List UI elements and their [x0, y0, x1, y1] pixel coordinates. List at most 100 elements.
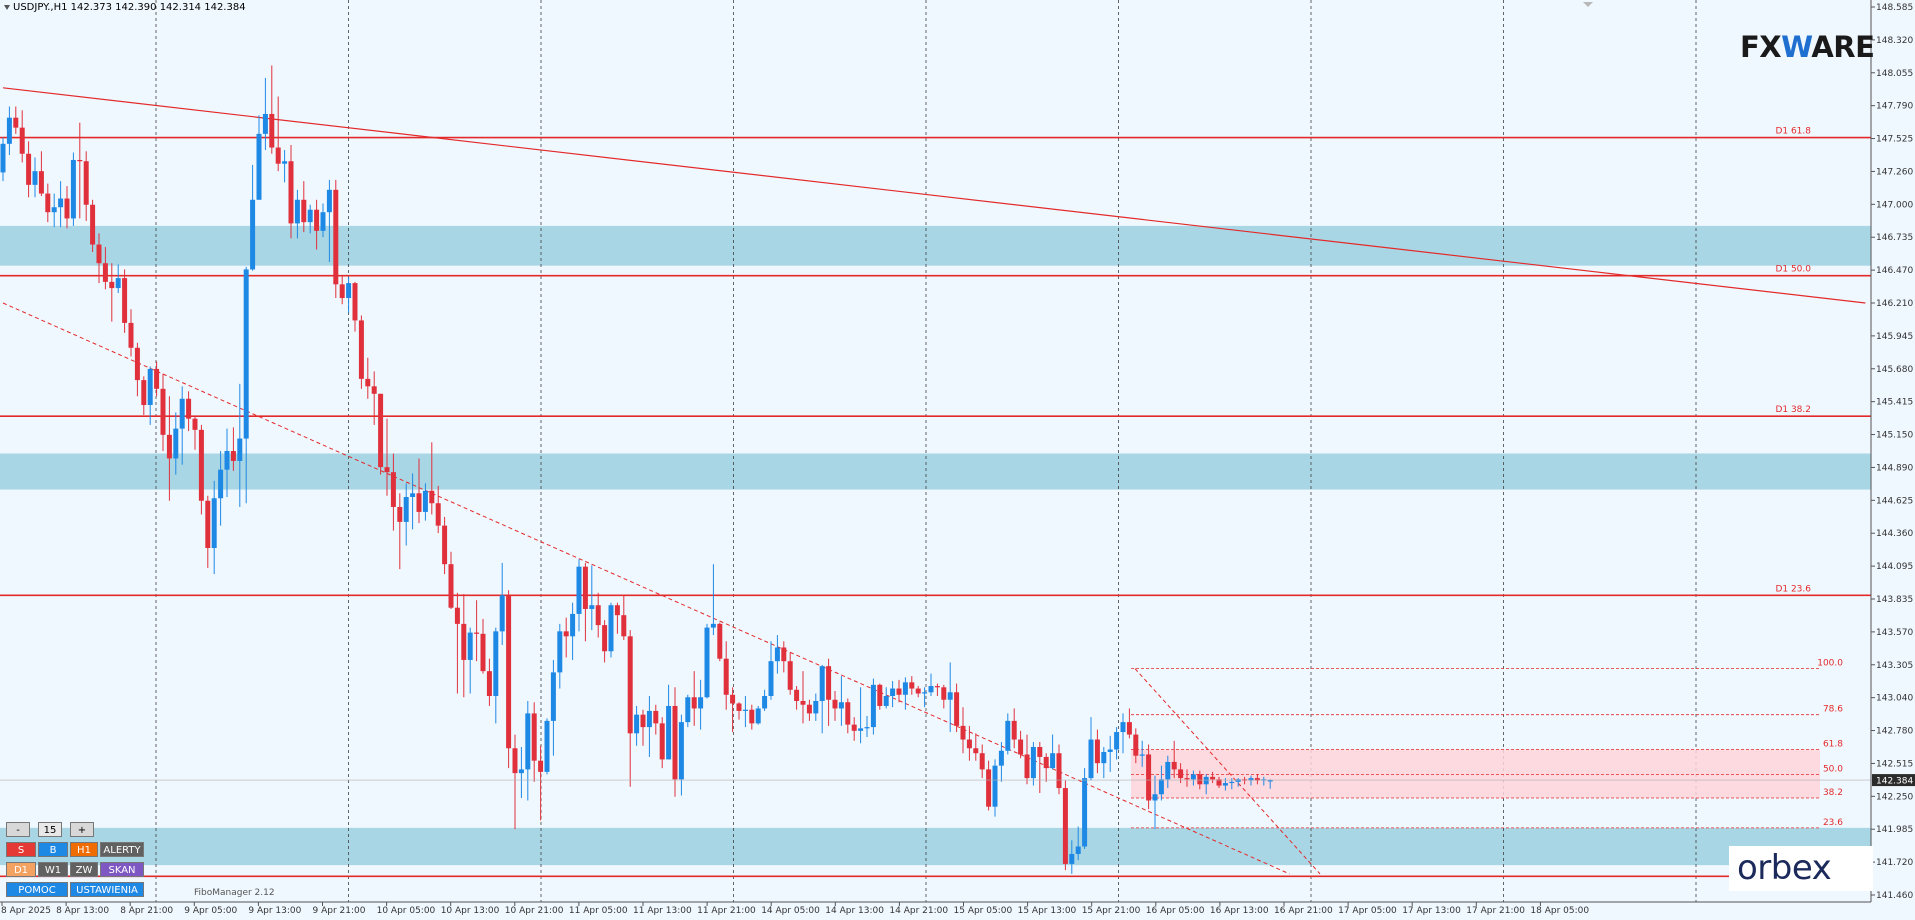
price-tick-label: 141.985: [1876, 825, 1913, 835]
candle-body: [429, 490, 435, 504]
trendline: [2, 87, 1866, 304]
candle-body: [128, 322, 134, 348]
candle-body: [269, 113, 275, 148]
candle-body: [122, 278, 128, 323]
candle-body: [512, 748, 518, 774]
time-tick-label: 10 Apr 05:00: [377, 906, 436, 916]
price-tick-label: 147.000: [1876, 200, 1913, 210]
candle-body: [678, 722, 684, 780]
scan-button[interactable]: SKAN: [100, 862, 144, 877]
candle-body: [1030, 747, 1036, 779]
candle-body: [851, 724, 857, 731]
time-tick-label: 16 Apr 13:00: [1210, 906, 1269, 916]
candle-body: [211, 498, 217, 549]
time-tick-label: 9 Apr 21:00: [313, 906, 366, 916]
candle-body: [493, 631, 499, 697]
dropdown-triangle-icon[interactable]: [4, 4, 10, 10]
candle-body: [518, 769, 524, 774]
candle-body: [1114, 732, 1120, 750]
trendline: [2, 302, 1290, 875]
d1-button[interactable]: D1: [6, 862, 36, 877]
scroll-marker-icon: [1583, 2, 1593, 7]
time-tick-label: 9 Apr 13:00: [248, 906, 301, 916]
time-tick-label: 17 Apr 05:00: [1338, 906, 1397, 916]
candle-body: [166, 434, 172, 459]
help-button[interactable]: POMOC: [6, 882, 68, 897]
candle-body: [576, 566, 582, 614]
candle-body: [1011, 720, 1017, 740]
candle-body: [365, 378, 371, 387]
decrease-button[interactable]: -: [6, 822, 30, 837]
candle-body: [6, 117, 12, 144]
candles: [0, 65, 1273, 874]
candle-body: [339, 284, 345, 299]
candle-body: [1069, 853, 1075, 864]
current-price-label: 142.384: [1876, 777, 1913, 787]
candle-body: [1024, 754, 1030, 779]
candle-body: [77, 159, 83, 162]
candle-body: [614, 605, 620, 616]
time-tick-label: 15 Apr 21:00: [1082, 906, 1141, 916]
candle-body: [141, 380, 147, 405]
candle-body: [1005, 720, 1011, 751]
candle-body: [1267, 780, 1273, 782]
candle-body: [710, 623, 716, 628]
candle-body: [1152, 794, 1158, 801]
candle-body: [461, 623, 467, 660]
buy-button[interactable]: B: [38, 842, 68, 857]
candle-body: [314, 209, 320, 231]
candle-body: [454, 607, 460, 624]
candle-body: [838, 702, 844, 709]
candle-body: [70, 159, 76, 219]
candle-body: [538, 760, 544, 772]
trendlines: [2, 87, 1866, 875]
price-tick-label: 147.260: [1876, 167, 1913, 177]
price-tick-label: 141.720: [1876, 858, 1913, 868]
candle-body: [256, 133, 262, 200]
settings-button[interactable]: USTAWIENIA: [70, 882, 144, 897]
h1-button[interactable]: H1: [70, 842, 98, 857]
fib-retracement: 100.0 78.6 61.8 50.0 38.2 23.6: [1131, 659, 1843, 829]
increase-button[interactable]: +: [70, 822, 94, 837]
candle-body: [83, 161, 89, 205]
alerts-button[interactable]: ALERTY: [100, 842, 144, 857]
candle-body: [877, 684, 883, 706]
w1-button[interactable]: W1: [38, 862, 68, 877]
candle-body: [160, 388, 166, 435]
zw-button[interactable]: ZW: [70, 862, 98, 877]
candle-body: [595, 605, 601, 626]
candle-body: [646, 710, 652, 728]
candle-body: [941, 687, 947, 700]
d1-level-label: D1 50.0: [1775, 265, 1811, 275]
orbex-logo: orbex: [1729, 846, 1873, 891]
candle-body: [1139, 754, 1145, 756]
price-tick-label: 145.680: [1876, 365, 1913, 375]
period-value[interactable]: 15: [38, 822, 62, 837]
time-tick-label: 8 Apr 21:00: [120, 906, 173, 916]
price-tick-label: 143.305: [1876, 661, 1913, 671]
candle-body: [768, 661, 774, 697]
candle-body: [358, 320, 364, 379]
candle-body: [416, 493, 422, 512]
candle-body: [954, 692, 960, 726]
candle-body: [179, 398, 185, 429]
candle-body: [90, 204, 96, 245]
candle-body: [922, 692, 928, 694]
candle-body: [230, 451, 236, 461]
sell-button[interactable]: S: [6, 842, 36, 857]
candle-body: [467, 632, 473, 660]
fib-label: 78.6: [1823, 705, 1843, 715]
candle-body: [1094, 739, 1100, 764]
candle-body: [845, 702, 851, 725]
time-tick-label: 15 Apr 05:00: [954, 906, 1013, 916]
candle-body: [1082, 778, 1088, 847]
time-axis: 8 Apr 2025 8 Apr 13:00 8 Apr 21:00 9 Apr 05…: [0, 901, 1871, 916]
candle-body: [608, 605, 614, 652]
candle-body: [243, 269, 249, 439]
candle-body: [13, 117, 19, 128]
candle-body: [1018, 739, 1024, 755]
candle-body: [333, 189, 339, 285]
candle-body: [531, 713, 537, 761]
